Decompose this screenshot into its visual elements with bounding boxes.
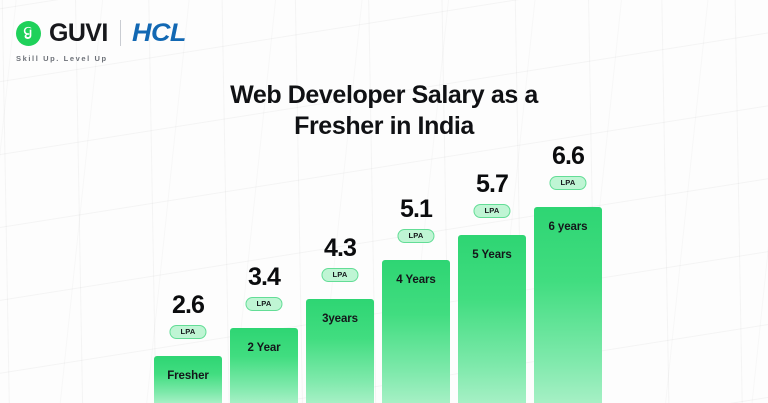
bar-group: 3years LPA 4.3 <box>306 0 374 403</box>
bar-label: 3years <box>322 313 358 325</box>
status-badge: LPA <box>473 203 511 218</box>
bar-5-years <box>458 235 526 403</box>
bar-value: 6.6 <box>551 142 585 170</box>
bar-value: 5.7 <box>475 170 509 198</box>
brand-header: GUVI HCL Skill Up. Level Up <box>16 18 186 63</box>
bar-group: 6 years LPA 6.6 <box>534 0 602 403</box>
bar-label: 2 Year <box>247 342 281 354</box>
bar-6-years <box>534 207 602 403</box>
bar-label: 5 Years <box>472 249 512 261</box>
status-badge: LPA <box>321 267 359 282</box>
bar-value: 2.6 <box>171 291 205 319</box>
bar-value: 3.4 <box>247 263 281 291</box>
bar-value: 4.3 <box>323 234 357 262</box>
guvi-wordmark: GUVI <box>49 18 108 47</box>
bar-label: 6 years <box>548 221 588 233</box>
bar-group: 2 Year LPA 3.4 <box>230 0 298 403</box>
page-title: Web Developer Salary as a Fresher in Ind… <box>230 81 538 141</box>
bar-group: 4 Years LPA 5.1 <box>382 0 450 403</box>
brand-logo-row: GUVI HCL <box>16 18 186 48</box>
bar-value: 5.1 <box>399 195 433 223</box>
status-badge: LPA <box>245 296 283 311</box>
brand-divider <box>119 20 121 46</box>
status-badge: LPA <box>397 228 435 243</box>
guvi-circle-g-icon <box>16 20 41 46</box>
bar-2-year <box>230 328 298 403</box>
bar-group: Fresher LPA 2.6 <box>154 0 222 403</box>
brand-tagline: Skill Up. Level Up <box>16 54 108 63</box>
status-badge: LPA <box>549 175 587 190</box>
status-badge: LPA <box>169 324 207 339</box>
bar-fresher <box>154 356 222 403</box>
hcl-wordmark: HCL <box>131 18 186 47</box>
bar-label: Fresher <box>167 370 209 382</box>
bar-3-years <box>306 299 374 403</box>
bar-4-years <box>382 260 450 403</box>
bar-label: 4 Years <box>396 274 436 286</box>
bar-group: 5 Years LPA 5.7 <box>458 0 526 403</box>
